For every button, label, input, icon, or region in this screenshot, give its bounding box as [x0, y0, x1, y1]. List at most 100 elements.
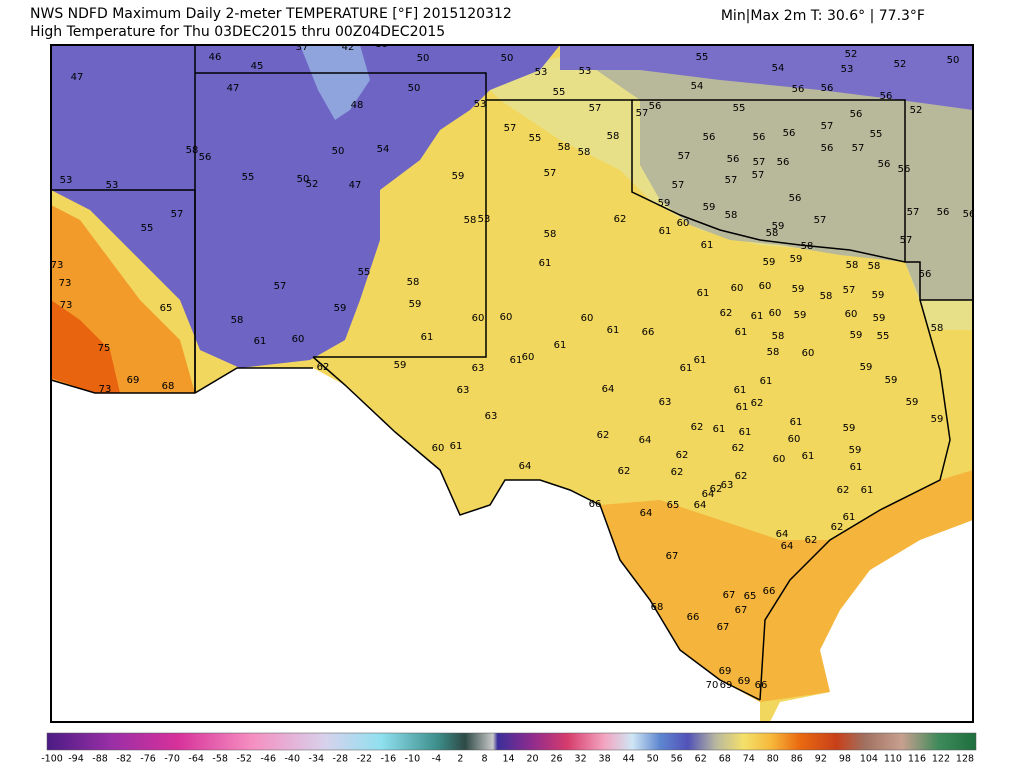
station-temp: 58: [558, 142, 571, 153]
station-temp: 61: [701, 240, 714, 251]
colorbar-tick-label: -34: [309, 754, 325, 765]
station-temp: 55: [870, 129, 883, 140]
colorbar-tick-label: 32: [575, 754, 587, 765]
station-temp: 60: [769, 308, 782, 319]
station-temp: 57: [678, 151, 691, 162]
colorbar-tick-label: 80: [767, 754, 779, 765]
station-temp: 67: [717, 622, 730, 633]
station-temp: 57: [672, 180, 685, 191]
station-temp: 57: [504, 123, 517, 134]
station-temp: 61: [659, 226, 672, 237]
station-temp: 60: [677, 218, 690, 229]
station-temp: 53: [841, 64, 854, 75]
station-temp: 63: [721, 480, 734, 491]
station-temp: 57: [544, 168, 557, 179]
station-temp: 55: [553, 87, 566, 98]
map-subtitle: High Temperature for Thu 03DEC2015 thru …: [30, 24, 445, 40]
colorbar-tick-label: 104: [860, 754, 878, 765]
station-temp: 58: [544, 229, 557, 240]
station-temp: 61: [539, 258, 552, 269]
station-temp: 58: [186, 145, 199, 156]
colorbar-tick-label: 98: [839, 754, 851, 765]
station-temp: 59: [763, 257, 776, 268]
station-temp: 57: [900, 235, 913, 246]
station-temp: 61: [554, 340, 567, 351]
station-temp: 59: [849, 445, 862, 456]
station-temp: 62: [720, 308, 733, 319]
station-temp: 59: [885, 375, 898, 386]
colorbar-tick-label: 38: [599, 754, 611, 765]
colorbar-tick-label: -82: [116, 754, 132, 765]
colorbar-tick-label: 74: [743, 754, 755, 765]
station-temp: 60: [759, 281, 772, 292]
station-temp: 56: [703, 132, 716, 143]
station-temp: 53: [579, 66, 592, 77]
station-temp: 55: [877, 331, 890, 342]
cold-field: [300, 45, 370, 120]
station-temp: 56: [199, 152, 212, 163]
station-temp: 66: [687, 612, 700, 623]
station-temp: 56: [727, 154, 740, 165]
rio-grande: [312, 356, 761, 701]
station-temp: 62: [317, 362, 330, 373]
station-temp: 61: [421, 332, 434, 343]
map-frame: [50, 44, 974, 723]
station-temp: 56: [777, 157, 790, 168]
station-temp: 60: [788, 434, 801, 445]
station-temp: 63: [472, 363, 485, 374]
station-temp: 59: [843, 423, 856, 434]
station-temp: 58: [931, 323, 944, 334]
station-temp: 61: [735, 327, 748, 338]
station-temp: 58: [772, 331, 785, 342]
colorbar: [46, 732, 977, 751]
station-temp: 59: [703, 202, 716, 213]
station-temp: 60: [773, 454, 786, 465]
station-temp: 53: [106, 180, 119, 191]
cool-field: [51, 45, 560, 368]
station-temp: 66: [589, 499, 602, 510]
station-temp: 65: [160, 303, 173, 314]
colorbar-tick-label: -58: [212, 754, 228, 765]
station-temp: 57: [636, 108, 649, 119]
station-temp: 47: [227, 83, 240, 94]
min-max: Min|Max 2m T: 30.6° | 77.3°F: [721, 8, 925, 24]
station-temp: 69: [720, 680, 733, 691]
station-temp: 50: [332, 146, 345, 157]
station-temp: 52: [845, 49, 858, 60]
colorbar-tick-label: -100: [41, 754, 63, 765]
station-temp: 58: [231, 315, 244, 326]
station-temp: 57: [589, 103, 602, 114]
station-temp: 61: [751, 311, 764, 322]
station-temp: 60: [581, 313, 594, 324]
station-temp: 62: [614, 214, 627, 225]
station-temp: 59: [872, 290, 885, 301]
station-temp: 64: [640, 508, 653, 519]
station-temp: 56: [649, 101, 662, 112]
station-temp: 60: [292, 334, 305, 345]
station-temp: 67: [666, 551, 679, 562]
station-temp: 62: [676, 450, 689, 461]
station-temp: 64: [519, 461, 532, 472]
station-temp: 73: [59, 278, 72, 289]
station-temp: 64: [694, 500, 707, 511]
cool-field-east: [560, 45, 973, 110]
station-temp: 62: [710, 484, 723, 495]
station-temp: 69: [738, 676, 751, 687]
colorbar-tick-label: -88: [92, 754, 108, 765]
station-temp: 60: [731, 283, 744, 294]
colorbar-tick-label: 122: [932, 754, 950, 765]
station-temp: 61: [510, 355, 523, 366]
colorbar-tick-label: 68: [719, 754, 731, 765]
hottest-field-west: [51, 300, 120, 393]
station-temp: 58: [868, 261, 881, 272]
station-temp: 61: [607, 325, 620, 336]
station-temp: 61: [843, 512, 856, 523]
colorbar-tick-label: 50: [647, 754, 659, 765]
station-temp: 50: [297, 174, 310, 185]
station-temp: 62: [597, 430, 610, 441]
station-temp: 47: [349, 180, 362, 191]
colorbar-tick-label: 8: [481, 754, 487, 765]
station-temp: 57: [171, 209, 184, 220]
station-temp: 58: [801, 241, 814, 252]
station-temp: 59: [794, 310, 807, 321]
